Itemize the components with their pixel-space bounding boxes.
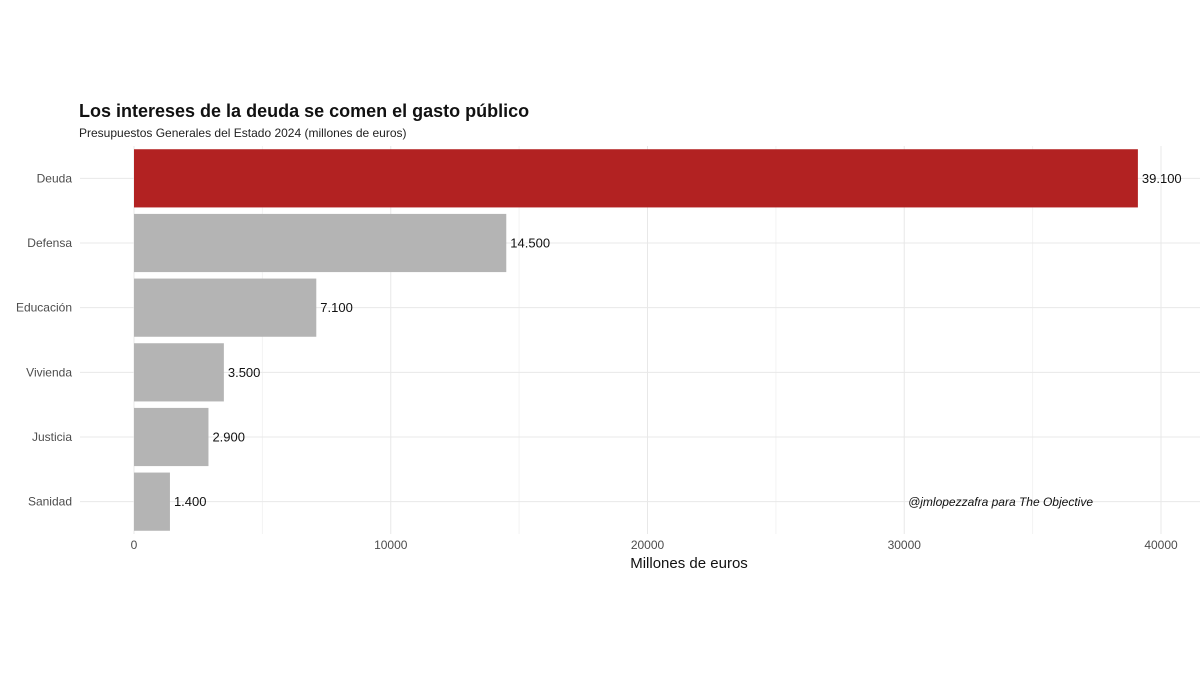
value-label: 1.400: [174, 494, 207, 509]
value-label: 39.100: [1142, 171, 1182, 186]
value-label: 3.500: [228, 365, 261, 380]
x-tick-label: 20000: [631, 538, 665, 552]
x-tick-label: 0: [131, 538, 138, 552]
bars: [134, 149, 1138, 531]
category-label: Sanidad: [28, 495, 72, 509]
x-axis-title: Millones de euros: [630, 555, 748, 572]
bar-vivienda: [134, 343, 224, 402]
bar-deuda: [134, 149, 1138, 208]
chart-caption: @jmlopezzafra para The Objective: [908, 495, 1093, 509]
value-label: 7.100: [320, 300, 353, 315]
category-label: Defensa: [27, 236, 72, 250]
category-labels: Deuda Defensa Educación Vivienda Justicia San…: [16, 171, 72, 508]
value-label: 2.900: [212, 430, 245, 445]
x-tick-label: 10000: [374, 538, 408, 552]
data-labels: 39.100 14.500 7.100 3.500 2.900 1.400: [174, 171, 1182, 509]
value-label: 14.500: [510, 236, 550, 251]
chart-title: Los intereses de la deuda se comen el ga…: [79, 101, 529, 121]
bar-defensa: [134, 213, 507, 273]
x-tick-label: 30000: [888, 538, 922, 552]
x-axis-ticks: 0 10000 20000 30000 40000: [131, 538, 1178, 552]
bar-justicia: [134, 407, 209, 467]
category-label: Educación: [16, 301, 72, 315]
x-tick-label: 40000: [1144, 538, 1178, 552]
category-label: Vivienda: [26, 365, 72, 379]
category-label: Deuda: [37, 171, 73, 185]
category-label: Justicia: [32, 430, 72, 444]
bar-sanidad: [134, 472, 170, 531]
bar-educación: [134, 278, 317, 337]
chart-subtitle: Presupuestos Generales del Estado 2024 (…: [79, 126, 407, 140]
